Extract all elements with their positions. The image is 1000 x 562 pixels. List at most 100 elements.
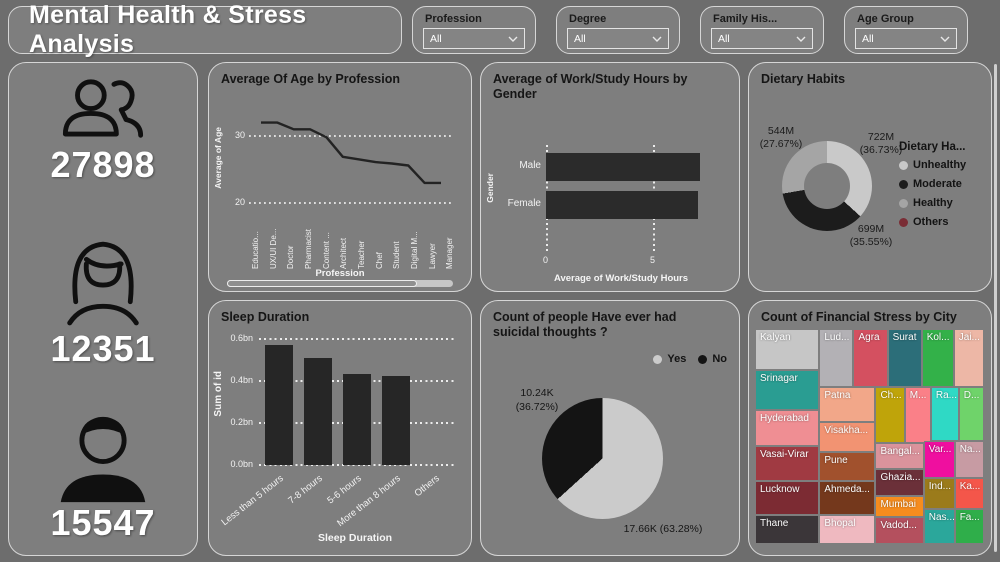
treemap-cell-vadod[interactable]: Vadod...: [875, 517, 924, 544]
x-category-label: Pharmacist: [304, 228, 314, 269]
filter-degree-value: All: [574, 32, 586, 45]
treemap-cell-ra[interactable]: Ra...: [930, 386, 959, 441]
legend-swatch: [899, 179, 908, 189]
treemap-cell-agra[interactable]: Agra: [853, 329, 888, 387]
treemap-cell-mumbai[interactable]: Mumbai: [875, 496, 924, 518]
treemap-cell-ahmeda[interactable]: Ahmeda...: [819, 481, 876, 516]
treemap-cell-label: Srinagar: [760, 372, 798, 384]
kpi-total-value: 27898: [50, 144, 156, 185]
dashboard-title-card: Mental Health & Stress Analysis: [8, 1, 402, 58]
treemap-cell-label: Lucknow: [760, 484, 800, 496]
bar[interactable]: [303, 357, 332, 465]
treemap-cell-surat[interactable]: Surat: [887, 329, 922, 387]
chevron-down-icon: [652, 36, 662, 42]
bar[interactable]: [264, 345, 293, 465]
line-plot-area[interactable]: [249, 113, 453, 213]
treemap-cell-srinagar[interactable]: Srinagar: [755, 369, 820, 410]
chart-title: Dietary Habits: [761, 72, 846, 86]
treemap-cell-ch[interactable]: Ch...: [875, 386, 905, 443]
chart-title: Count of people Have ever had suicidal t…: [493, 310, 677, 339]
treemap-cell-d[interactable]: D...: [958, 386, 984, 441]
treemap-cell-label: Na...: [959, 443, 981, 455]
filter-degree-dropdown[interactable]: All: [567, 28, 669, 49]
legend-item-others[interactable]: Others: [899, 216, 987, 228]
treemap-cell-lucknow[interactable]: Lucknow: [755, 481, 820, 515]
treemap-cell-visakha[interactable]: Visakha...: [819, 421, 876, 452]
bar-female[interactable]: [546, 191, 698, 219]
treemap-cell-label: Mumbai: [880, 499, 917, 511]
scrollbar-thumb[interactable]: [227, 280, 417, 287]
treemap-cell-ind[interactable]: Ind...: [923, 478, 955, 510]
y-tick-label: 30: [234, 130, 245, 140]
x-category-label: Digital M...: [410, 231, 420, 269]
treemap-cell-vasaivirar[interactable]: Vasai-Virar: [755, 446, 820, 482]
legend-label: No: [712, 353, 727, 365]
gridline: [259, 464, 455, 466]
legend-item-unhealthy[interactable]: Unhealthy: [899, 159, 987, 171]
slice-label-yes: 17.66K (63.28%): [623, 523, 703, 535]
x-category-label: Educatio...: [251, 231, 260, 269]
treemap-cell-bhopal[interactable]: Bhopal: [819, 515, 876, 544]
x-category-label: Lawyer: [427, 243, 437, 269]
x-tick-label: 5: [650, 255, 656, 265]
legend-label: Yes: [667, 353, 687, 365]
treemap-cell-ka[interactable]: Ka...: [954, 478, 984, 510]
treemap-cell-thane[interactable]: Thane: [755, 514, 820, 544]
treemap-cell-kalyan[interactable]: Kalyan: [755, 329, 820, 370]
legend-item-healthy[interactable]: Healthy: [899, 197, 987, 209]
treemap-cell-m[interactable]: M...: [904, 386, 931, 443]
treemap-cell-kol[interactable]: Kol...: [921, 329, 954, 387]
treemap-cell-nas[interactable]: Nas...: [923, 509, 955, 544]
chart-title: Count of Financial Stress by City: [761, 310, 957, 324]
kpi-male-value: 15547: [50, 502, 156, 544]
legend-item-moderate[interactable]: Moderate: [899, 178, 987, 190]
chart-horizontal-scrollbar[interactable]: [227, 280, 453, 287]
chart-title: Average of Work/Study Hours by Gender: [493, 72, 688, 101]
treemap-cell-fa[interactable]: Fa...: [954, 509, 984, 544]
chevron-down-icon: [796, 36, 806, 42]
treemap-cell-hyderabad[interactable]: Hyderabad: [755, 409, 820, 447]
treemap-cell-var[interactable]: Var...: [923, 440, 955, 479]
treemap-cell-patna[interactable]: Patna: [819, 386, 876, 422]
filter-family-history: Family His... All: [700, 6, 824, 54]
donut-chart[interactable]: [782, 141, 872, 231]
treemap-cell-ghazia[interactable]: Ghazia...: [875, 469, 924, 497]
treemap-cell-jai[interactable]: Jai...: [953, 329, 984, 387]
chart-suicidal-thoughts: Count of people Have ever had suicidal t…: [480, 300, 740, 556]
legend-title: Dietary Ha...: [899, 141, 966, 153]
treemap-cell-bangal[interactable]: Bangal...: [875, 442, 924, 470]
pie-chart[interactable]: [542, 398, 663, 519]
chart-dietary-habits: Dietary Habits 544M (27.67%) 722M (36.73%)…: [748, 62, 992, 292]
legend-swatch: [899, 198, 908, 208]
treemap-cell-na[interactable]: Na...: [954, 440, 984, 479]
kpi-male: 15547: [50, 407, 155, 543]
treemap-cell-label: Visakha...: [824, 424, 869, 436]
treemap-cell-label: Ka...: [959, 481, 981, 493]
y-tick-label: 0.4bn: [230, 375, 253, 385]
legend-swatch: [698, 354, 708, 364]
bar-male[interactable]: [546, 153, 701, 181]
page-scrollbar[interactable]: [994, 64, 997, 552]
bar[interactable]: [382, 375, 411, 465]
x-category-label: Teacher: [357, 240, 367, 269]
filter-family-history-dropdown[interactable]: All: [711, 28, 813, 49]
filter-age-group-dropdown[interactable]: All: [855, 28, 957, 49]
filter-degree: Degree All: [556, 6, 680, 54]
treemap-cell-label: Ra...: [935, 389, 957, 401]
treemap-cell-pune[interactable]: Pune: [819, 451, 876, 482]
chart-sleep-duration: Sleep Duration Sum of id Sleep Duration …: [208, 300, 472, 556]
x-category-label: Others: [412, 473, 443, 500]
bar[interactable]: [343, 373, 371, 465]
filter-profession-dropdown[interactable]: All: [423, 28, 525, 49]
legend-item-yes[interactable]: Yes: [653, 353, 686, 365]
filter-age-group-label: Age Group: [857, 13, 914, 25]
x-category-label: Doctor: [286, 245, 296, 269]
filter-degree-label: Degree: [569, 13, 607, 25]
treemap-cell-lud[interactable]: Lud...: [819, 329, 854, 387]
x-tick-label: 0: [543, 255, 549, 265]
kpi-sidebar: 27898 12351 15547: [8, 62, 198, 556]
treemap-cell-label: Thane: [760, 517, 789, 529]
legend-swatch: [899, 160, 908, 170]
filter-age-group: Age Group All: [844, 6, 968, 54]
legend-item-no[interactable]: No: [698, 353, 727, 365]
